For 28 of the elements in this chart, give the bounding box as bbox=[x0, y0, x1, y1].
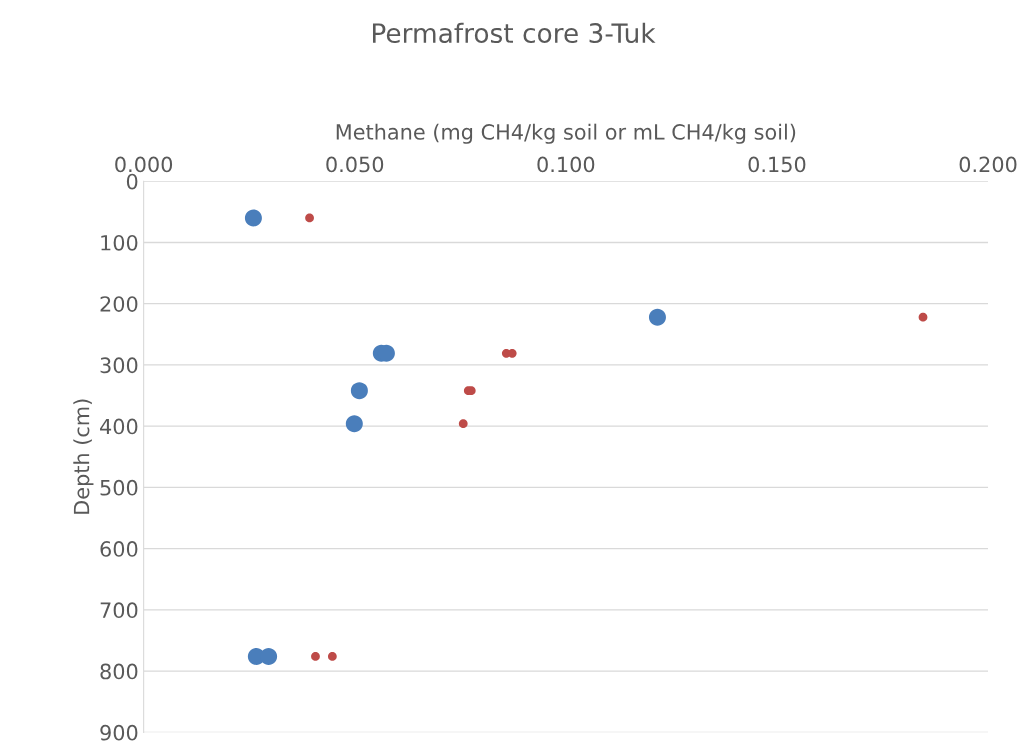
y-axis-title: Depth (cm) bbox=[73, 399, 94, 514]
y-tick-label: 700 bbox=[100, 602, 138, 619]
y-tick-label: 200 bbox=[100, 296, 138, 312]
point bbox=[918, 312, 928, 322]
y-tick-label: 900 bbox=[100, 724, 138, 741]
y-tick-label: 0 bbox=[126, 173, 138, 190]
x-tick-label: 0.000 bbox=[115, 156, 173, 173]
y-tick-label: 600 bbox=[100, 541, 138, 557]
x-tick-label: 0.200 bbox=[959, 156, 1017, 173]
point bbox=[244, 209, 262, 227]
point bbox=[350, 382, 368, 400]
point bbox=[305, 213, 314, 223]
chart-title: Permafrost core 3-Tuk bbox=[372, 22, 656, 44]
x-tick-label: 0.100 bbox=[537, 156, 595, 173]
y-tick-label: 300 bbox=[100, 357, 138, 374]
y-tick-label: 800 bbox=[100, 663, 138, 680]
point bbox=[311, 652, 320, 661]
point bbox=[458, 419, 468, 429]
x-tick-label: 0.050 bbox=[326, 156, 384, 173]
x-axis-title: Methane (mg CH4/kg soil or mL CH4/kg soil) bbox=[336, 123, 796, 144]
x-tick-label: 0.150 bbox=[748, 156, 806, 173]
point bbox=[345, 415, 363, 433]
y-tick-label: 400 bbox=[100, 418, 138, 435]
point bbox=[260, 647, 278, 665]
point bbox=[327, 652, 337, 661]
y-tick-label: 500 bbox=[100, 479, 138, 496]
y-tick-label: 100 bbox=[101, 234, 138, 251]
point bbox=[648, 308, 666, 326]
